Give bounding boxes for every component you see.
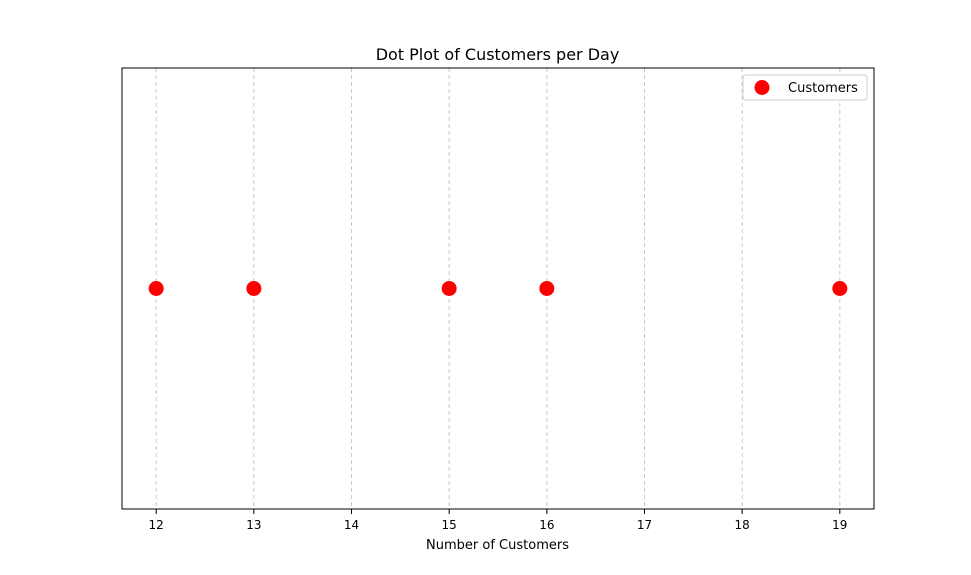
x-axis-ticks: 12 13 14 15 16 17 18 19 (149, 509, 847, 532)
data-point-19 (832, 281, 848, 296)
data-point-15 (441, 281, 457, 296)
data-points (148, 281, 848, 296)
x-tick-label-17: 17 (637, 518, 652, 532)
x-tick-label-19: 19 (832, 518, 847, 532)
x-tick-label-14: 14 (344, 518, 359, 532)
x-tick-label-13: 13 (246, 518, 261, 532)
legend-marker-customers (754, 80, 770, 95)
data-point-16 (539, 281, 555, 296)
legend-box (742, 74, 868, 101)
data-point-12 (148, 281, 164, 296)
plot-area-frame (121, 67, 875, 510)
x-tick-label-18: 18 (735, 518, 750, 532)
legend-label-customers: Customers (788, 81, 858, 96)
x-tick-label-16: 16 (539, 518, 554, 532)
x-tick-label-15: 15 (442, 518, 457, 532)
x-tick-label-12: 12 (149, 518, 164, 532)
data-point-13 (246, 281, 262, 296)
chart-title: Dot Plot of Customers per Day (376, 45, 620, 64)
legend: Customers (742, 74, 868, 101)
x-axis-label: Number of Customers (426, 538, 569, 553)
